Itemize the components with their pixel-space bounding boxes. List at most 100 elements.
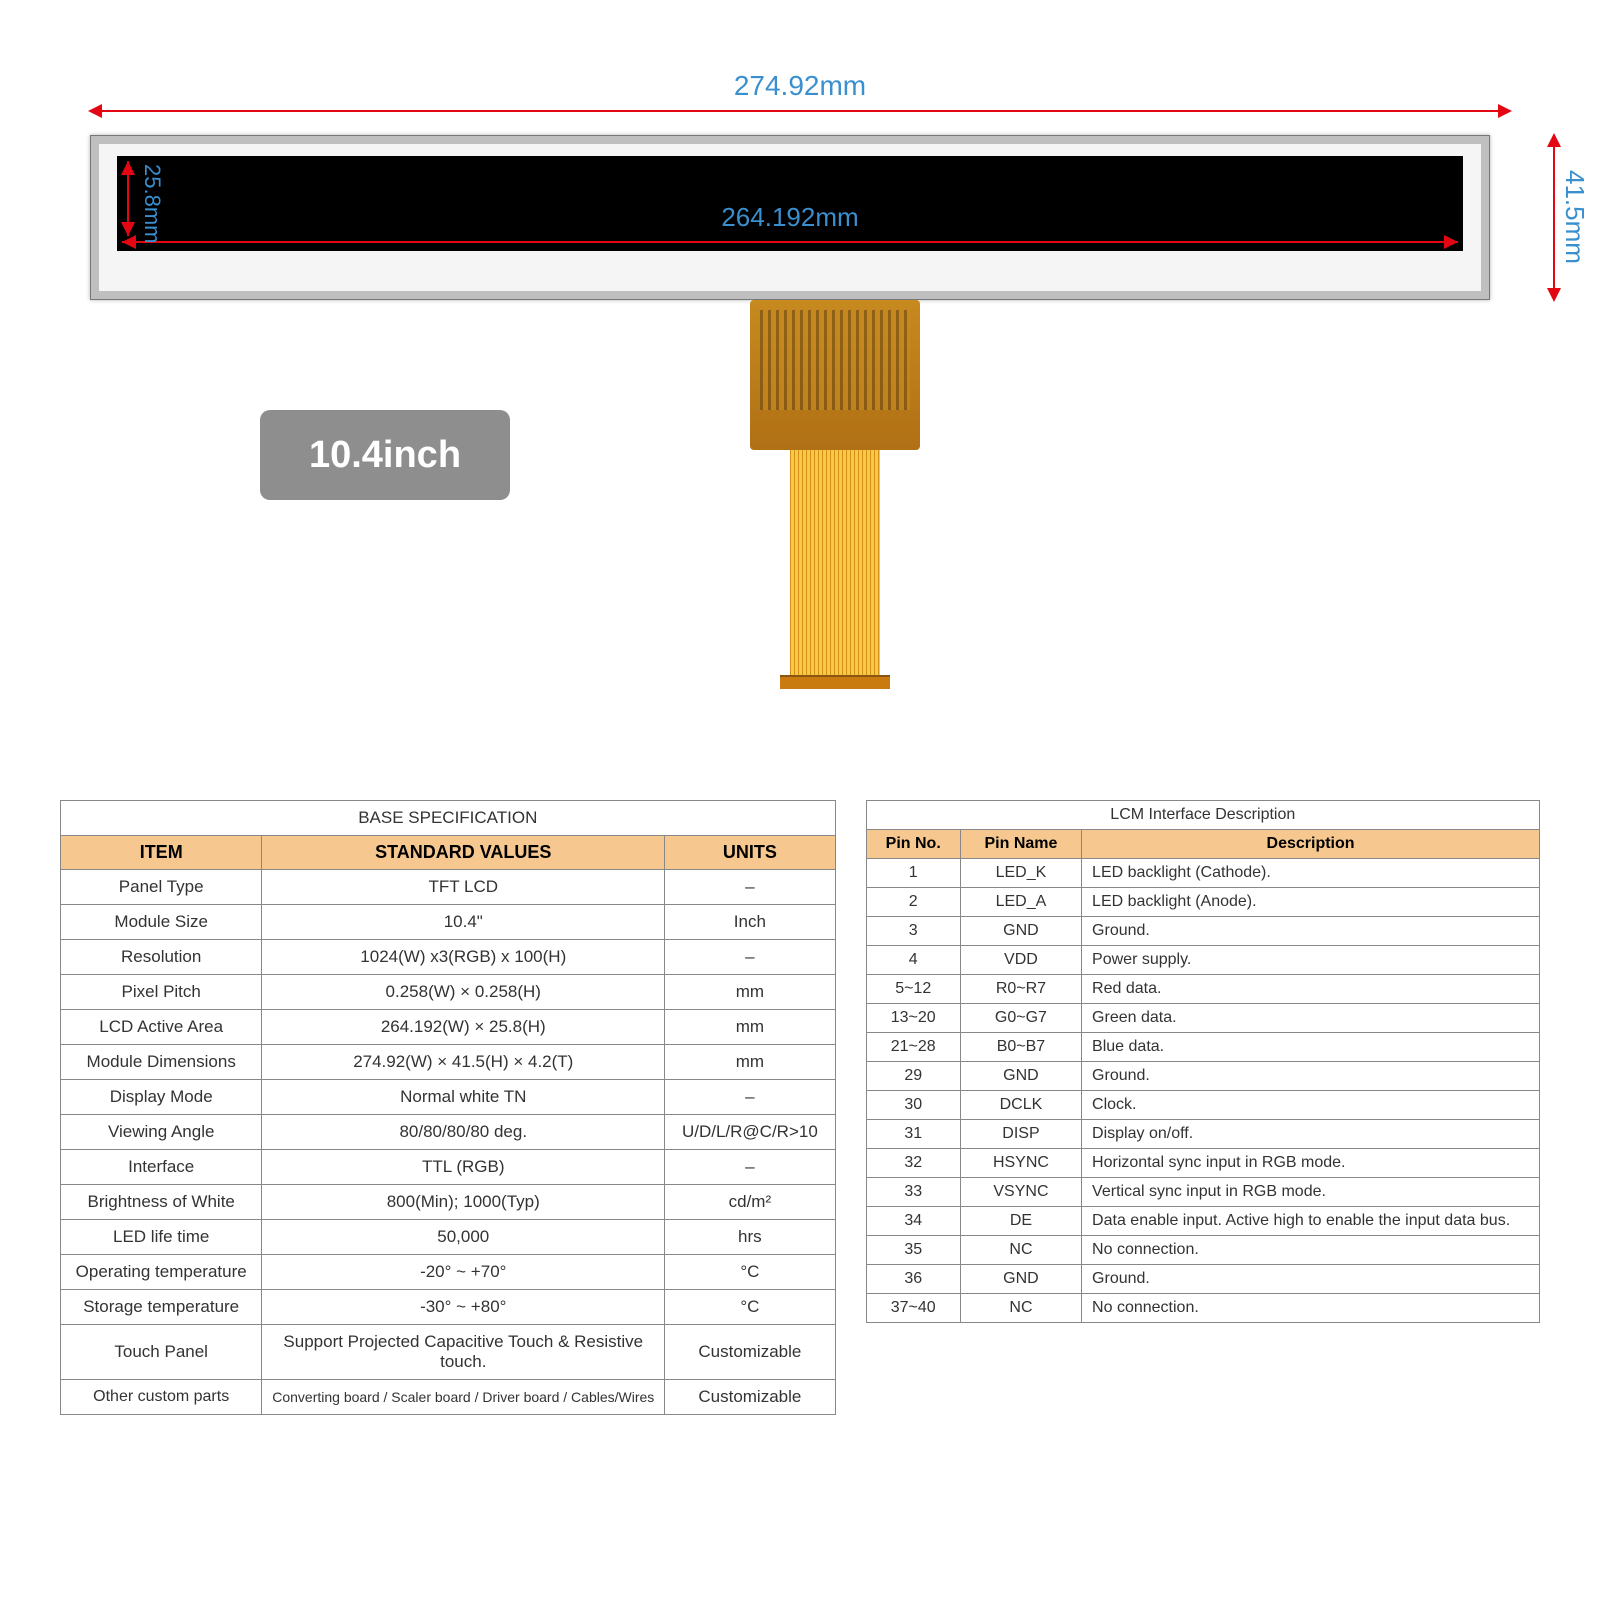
pin-row: 34DEData enable input. Active high to en… xyxy=(866,1207,1539,1236)
pin-h0: Pin No. xyxy=(866,830,960,859)
spec-cell: -20° ~ +70° xyxy=(262,1255,665,1290)
spec-cell: Touch Panel xyxy=(61,1325,262,1380)
spec-cell: 10.4" xyxy=(262,905,665,940)
spec-title: BASE SPECIFICATION xyxy=(61,801,836,836)
spec-cell: °C xyxy=(665,1290,835,1325)
spec-cell: – xyxy=(665,940,835,975)
pin-cell: Data enable input. Active high to enable… xyxy=(1082,1207,1540,1236)
spec-cell: 0.258(W) × 0.258(H) xyxy=(262,975,665,1010)
pin-cell: Horizontal sync input in RGB mode. xyxy=(1082,1149,1540,1178)
pin-cell: LED_K xyxy=(960,859,1081,888)
lcd-bezel: 264.192mm 25.8mm xyxy=(99,144,1481,291)
pin-cell: 37~40 xyxy=(866,1294,960,1323)
fpc-connector xyxy=(780,675,890,689)
active-width-label: 264.192mm xyxy=(117,202,1463,233)
spec-row: LCD Active Area264.192(W) × 25.8(H)mm xyxy=(61,1010,836,1045)
spec-h2: UNITS xyxy=(665,836,835,870)
pin-cell: 34 xyxy=(866,1207,960,1236)
pin-cell: 32 xyxy=(866,1149,960,1178)
pin-row: 2LED_ALED backlight (Anode). xyxy=(866,888,1539,917)
spec-row: Other custom partsConverting board / Sca… xyxy=(61,1380,836,1415)
active-height-arrow xyxy=(127,161,129,236)
pin-cell: GND xyxy=(960,1265,1081,1294)
pin-title: LCM Interface Description xyxy=(866,801,1539,830)
fpc-board xyxy=(750,300,920,450)
pin-cell: 2 xyxy=(866,888,960,917)
pin-cell: 35 xyxy=(866,1236,960,1265)
pin-cell: DCLK xyxy=(960,1091,1081,1120)
pin-h1: Pin Name xyxy=(960,830,1081,859)
active-width-arrow xyxy=(122,241,1458,243)
pin-cell: 5~12 xyxy=(866,975,960,1004)
pin-cell: 13~20 xyxy=(866,1004,960,1033)
pin-row: 37~40NCNo connection. xyxy=(866,1294,1539,1323)
pin-cell: GND xyxy=(960,1062,1081,1091)
pin-cell: Blue data. xyxy=(1082,1033,1540,1062)
active-height-label: 25.8mm xyxy=(139,164,165,243)
spec-cell: -30° ~ +80° xyxy=(262,1290,665,1325)
lcd-active-area: 264.192mm 25.8mm xyxy=(117,156,1463,251)
spec-cell: 264.192(W) × 25.8(H) xyxy=(262,1010,665,1045)
spec-cell: – xyxy=(665,1150,835,1185)
pin-cell: NC xyxy=(960,1236,1081,1265)
spec-row: Storage temperature-30° ~ +80°°C xyxy=(61,1290,836,1325)
pin-cell: 31 xyxy=(866,1120,960,1149)
pin-row: 29GNDGround. xyxy=(866,1062,1539,1091)
pin-cell: Green data. xyxy=(1082,1004,1540,1033)
pin-cell: Power supply. xyxy=(1082,946,1540,975)
spec-row: Operating temperature-20° ~ +70°°C xyxy=(61,1255,836,1290)
size-badge: 10.4inch xyxy=(260,410,510,500)
pin-cell: Ground. xyxy=(1082,1062,1540,1091)
pin-row: 36GNDGround. xyxy=(866,1265,1539,1294)
pin-row: 13~20G0~G7Green data. xyxy=(866,1004,1539,1033)
pin-cell: DISP xyxy=(960,1120,1081,1149)
spec-row: Module Dimensions274.92(W) × 41.5(H) × 4… xyxy=(61,1045,836,1080)
pin-cell: 30 xyxy=(866,1091,960,1120)
spec-cell: Customizable xyxy=(665,1325,835,1380)
spec-row: Display ModeNormal white TN– xyxy=(61,1080,836,1115)
pin-cell: No connection. xyxy=(1082,1294,1540,1323)
spec-table: BASE SPECIFICATION ITEM STANDARD VALUES … xyxy=(60,800,836,1415)
spec-cell: mm xyxy=(665,975,835,1010)
spec-cell: LCD Active Area xyxy=(61,1010,262,1045)
pin-row: 21~28B0~B7Blue data. xyxy=(866,1033,1539,1062)
spec-cell: cd/m² xyxy=(665,1185,835,1220)
pin-cell: 3 xyxy=(866,917,960,946)
pin-cell: Vertical sync input in RGB mode. xyxy=(1082,1178,1540,1207)
spec-cell: Inch xyxy=(665,905,835,940)
pin-cell: NC xyxy=(960,1294,1081,1323)
pin-cell: VDD xyxy=(960,946,1081,975)
spec-cell: – xyxy=(665,1080,835,1115)
spec-cell: Operating temperature xyxy=(61,1255,262,1290)
spec-row: Viewing Angle80/80/80/80 deg.U/D/L/R@C/R… xyxy=(61,1115,836,1150)
pin-cell: G0~G7 xyxy=(960,1004,1081,1033)
pin-cell: 33 xyxy=(866,1178,960,1207)
pin-cell: LED backlight (Cathode). xyxy=(1082,859,1540,888)
spec-cell: hrs xyxy=(665,1220,835,1255)
spec-cell: Resolution xyxy=(61,940,262,975)
spec-cell: °C xyxy=(665,1255,835,1290)
spec-cell: 50,000 xyxy=(262,1220,665,1255)
pin-cell: B0~B7 xyxy=(960,1033,1081,1062)
pin-header-row: Pin No. Pin Name Description xyxy=(866,830,1539,859)
spec-cell: 1024(W) x3(RGB) x 100(H) xyxy=(262,940,665,975)
spec-h1: STANDARD VALUES xyxy=(262,836,665,870)
fpc-ribbon xyxy=(790,450,880,680)
pin-table-box: LCM Interface Description Pin No. Pin Na… xyxy=(866,800,1540,1415)
spec-cell: – xyxy=(665,870,835,905)
spec-cell: LED life time xyxy=(61,1220,262,1255)
spec-header-row: ITEM STANDARD VALUES UNITS xyxy=(61,836,836,870)
pin-row: 30DCLKClock. xyxy=(866,1091,1539,1120)
spec-row: Pixel Pitch0.258(W) × 0.258(H)mm xyxy=(61,975,836,1010)
pin-row: 4VDDPower supply. xyxy=(866,946,1539,975)
pin-cell: DE xyxy=(960,1207,1081,1236)
spec-cell: Support Projected Capacitive Touch & Res… xyxy=(262,1325,665,1380)
pin-cell: Ground. xyxy=(1082,1265,1540,1294)
pin-row: 31DISPDisplay on/off. xyxy=(866,1120,1539,1149)
spec-cell: U/D/L/R@C/R>10 xyxy=(665,1115,835,1150)
outer-width-arrow xyxy=(90,110,1510,112)
spec-cell: mm xyxy=(665,1010,835,1045)
spec-row: LED life time50,000hrs xyxy=(61,1220,836,1255)
spec-cell: TTL (RGB) xyxy=(262,1150,665,1185)
pin-cell: R0~R7 xyxy=(960,975,1081,1004)
